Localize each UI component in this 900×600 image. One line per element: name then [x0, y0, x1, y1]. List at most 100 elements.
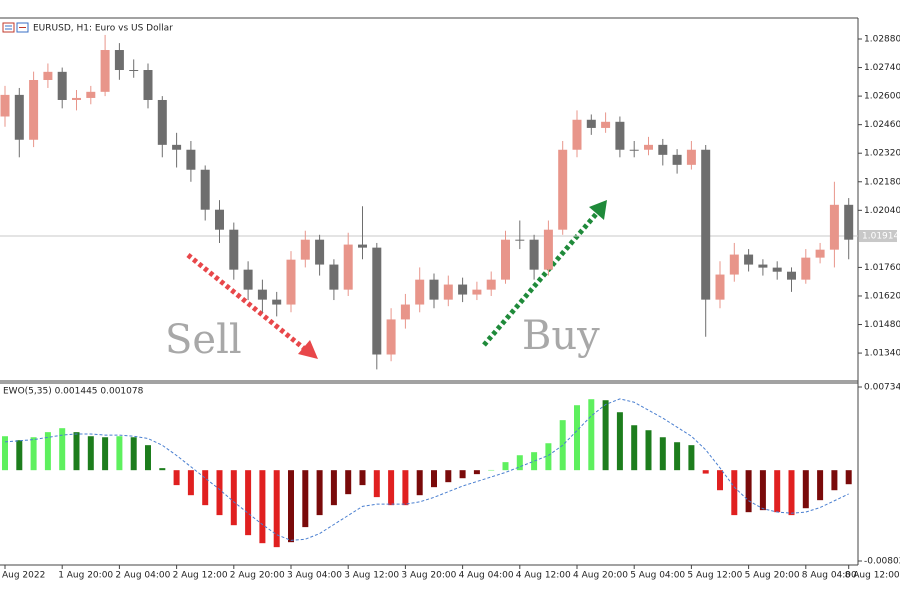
candle-body	[458, 284, 468, 295]
y-tick-label: 1.02460	[864, 120, 900, 130]
histogram-bar	[473, 470, 480, 475]
histogram-bar	[273, 470, 280, 548]
y-tick-label: -0.008024	[864, 557, 900, 567]
histogram-bar	[259, 470, 266, 544]
histogram-bar	[159, 468, 166, 471]
x-tick-label: 2 Aug 20:00	[230, 571, 285, 581]
histogram-bar	[531, 452, 538, 471]
candle-body	[372, 247, 382, 355]
histogram-bar	[216, 470, 223, 516]
indicator-title: EWO(5,35) 0.001445 0.001078	[3, 387, 144, 397]
candle-body	[501, 239, 510, 280]
candle-body	[129, 70, 139, 72]
x-tick-label: 1 Aug 20:00	[58, 571, 113, 581]
histogram-bar	[459, 470, 466, 479]
histogram-bar	[659, 437, 666, 471]
chart-title: EURUSD, H1: Euro vs US Dollar	[33, 24, 173, 34]
y-tick-label: 1.01340	[864, 349, 900, 359]
histogram-bar	[187, 470, 194, 496]
current-price-label: 1.01914	[862, 232, 899, 242]
sell-arrow	[186, 253, 318, 359]
candle-body	[300, 239, 310, 260]
candle-body	[586, 119, 596, 128]
candle-body	[715, 274, 725, 300]
candle-body	[744, 254, 754, 265]
histogram-bar	[645, 430, 652, 471]
x-tick-label: 2 Aug 04:00	[115, 571, 170, 581]
histogram-bar	[431, 470, 437, 488]
candle-body	[787, 271, 796, 280]
sell-annotation: Sell	[165, 317, 242, 363]
x-tick-label: 8 Aug 04:00	[802, 571, 857, 581]
y-tick-label: 0.007349	[864, 383, 900, 393]
x-tick-label: Aug 2022	[2, 571, 45, 581]
candle-body	[644, 144, 653, 150]
histogram-bar	[130, 437, 137, 471]
histogram-bar	[116, 436, 123, 471]
histogram-bar	[44, 432, 51, 471]
current-price-box	[859, 230, 897, 243]
histogram-bar	[788, 470, 795, 516]
histogram-bar	[102, 437, 109, 471]
y-tick-label: 1.02180	[864, 177, 900, 187]
candle-body	[358, 244, 367, 248]
candle-body	[658, 144, 668, 155]
candle-body	[186, 149, 196, 170]
candle-body	[315, 239, 325, 265]
x-tick-label: 5 Aug 04:00	[630, 571, 685, 581]
histogram-bar	[402, 470, 409, 506]
histogram-bar	[759, 470, 766, 511]
candle-body	[829, 204, 839, 250]
histogram-bar	[73, 432, 80, 471]
candle-body	[515, 239, 525, 241]
candle-body	[815, 249, 825, 258]
candle-body	[272, 299, 282, 305]
histogram-bar	[330, 470, 337, 506]
histogram-bar	[16, 440, 23, 471]
histogram-bar	[173, 470, 180, 486]
y-tick-label: 1.02880	[864, 35, 900, 45]
candle-body	[14, 94, 24, 140]
histogram-bar	[688, 445, 695, 471]
histogram-bar	[202, 470, 209, 506]
histogram-bar	[674, 442, 681, 471]
candle-body	[172, 144, 182, 150]
candle-body	[443, 284, 453, 300]
candle-body	[844, 204, 854, 240]
candle-body	[529, 239, 539, 270]
histogram-bar	[616, 412, 623, 471]
candle-body	[772, 267, 782, 272]
candle-body	[143, 70, 153, 100]
histogram-bar	[2, 436, 8, 471]
histogram-bar	[59, 428, 66, 471]
histogram-bar	[774, 470, 781, 513]
candle-body	[629, 149, 639, 151]
histogram-bar	[388, 470, 395, 506]
buy-arrow	[482, 200, 607, 347]
candle-body	[243, 269, 253, 290]
histogram-bar	[488, 469, 495, 471]
histogram-bar	[574, 405, 580, 471]
y-tick-label: 1.01480	[864, 320, 900, 330]
histogram-bar	[316, 470, 323, 516]
x-tick-label: 4 Aug 12:00	[516, 571, 571, 581]
candle-body	[100, 50, 110, 92]
histogram-bar	[373, 470, 380, 498]
histogram-bar	[87, 436, 94, 471]
x-tick-label: 5 Aug 20:00	[745, 571, 800, 581]
histogram-bar	[745, 470, 752, 513]
candle-body	[72, 97, 81, 100]
candle-body	[615, 121, 625, 150]
candle-body	[343, 244, 353, 290]
y-tick-label: 1.02740	[864, 63, 900, 73]
y-tick-label: 1.01760	[864, 263, 900, 273]
candle-body	[429, 279, 439, 300]
histogram-bar	[445, 470, 452, 483]
candle-body	[543, 229, 553, 270]
buy-annotation: Buy	[522, 313, 600, 359]
x-tick-label: 3 Aug 20:00	[401, 571, 456, 581]
x-tick-label: 5 Aug 12:00	[687, 571, 742, 581]
candle-body	[472, 289, 482, 295]
y-tick-label: 1.02040	[864, 206, 900, 216]
